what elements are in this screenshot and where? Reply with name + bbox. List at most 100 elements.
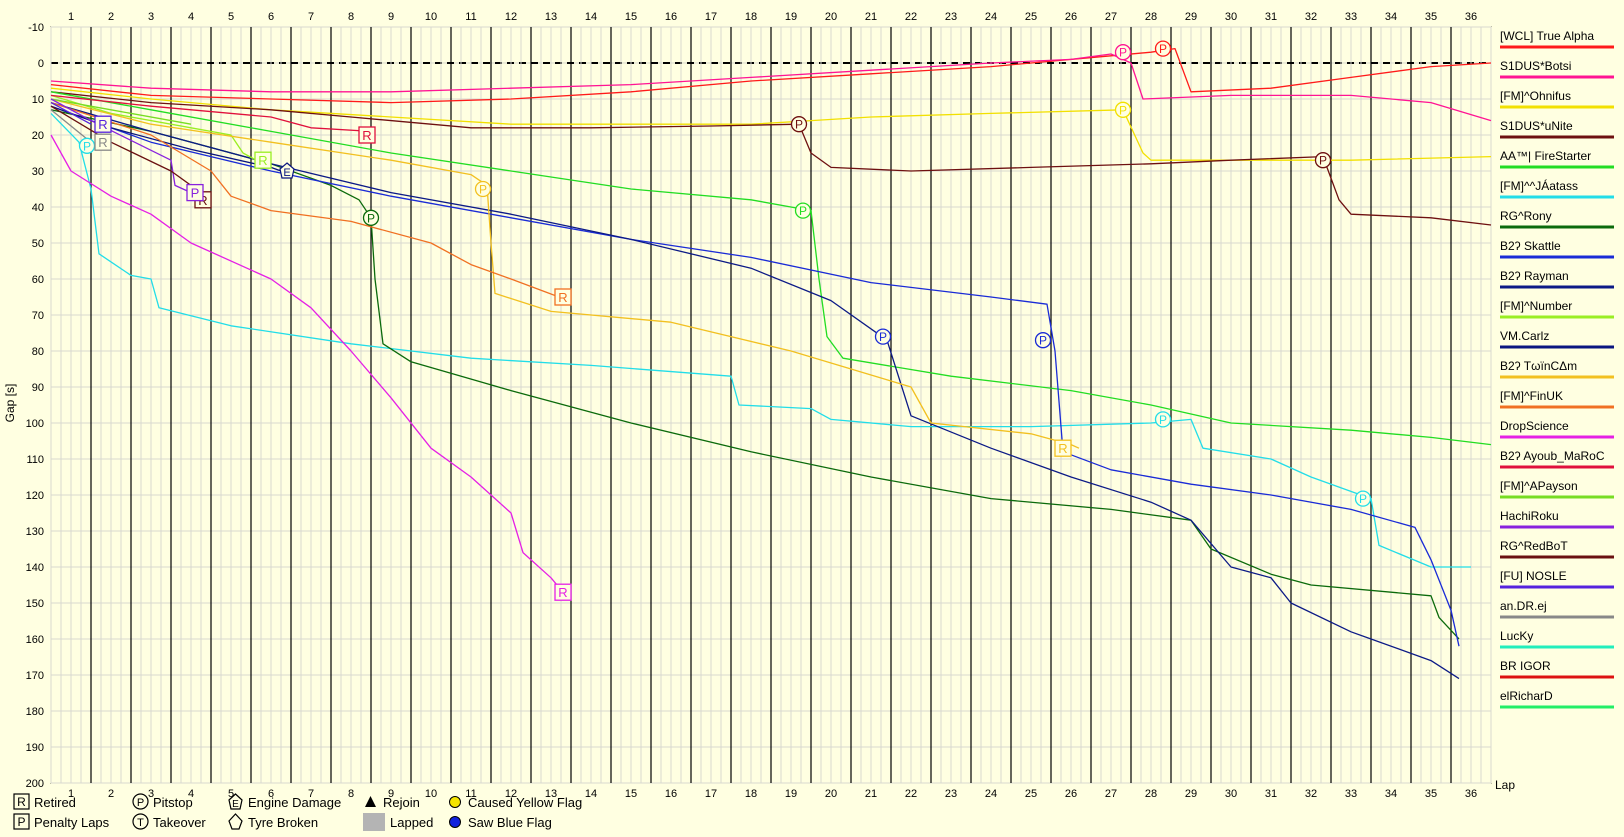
key-symbol: E [232, 799, 239, 810]
event-retired: R [358, 126, 376, 144]
y-tick-label: -10 [28, 22, 44, 34]
series-line-0 [50, 47, 1492, 104]
x-tick-label: 9 [388, 788, 394, 800]
x-tick-label-top: 3 [148, 11, 154, 23]
legend-entry-label: [FM]^Number [1500, 299, 1572, 313]
x-tick-label: 12 [505, 788, 517, 800]
legend-entry-label: [FM]^Ohnifus [1500, 89, 1571, 103]
event-markers: PPPPPPPPPPPPPRRRRRRRRPE [78, 40, 1372, 601]
x-tick-label-top: 35 [1425, 11, 1437, 23]
legend-entry-label: RG^RedBoT [1500, 539, 1568, 553]
key-item: Tyre Broken [228, 813, 318, 830]
x-tick-label: 14 [585, 788, 597, 800]
x-tick-label-top: 23 [945, 11, 957, 23]
x-tick-label-top: 15 [625, 11, 637, 23]
key-label: Pitstop [153, 795, 193, 810]
pitstop-marker [1034, 332, 1052, 349]
legend-entry-label: AA™| FireStarter [1500, 149, 1591, 163]
chart-axes: Gap [s] Lap [3, 384, 1515, 792]
x-tick-label-top: 29 [1185, 11, 1197, 23]
event-key: R Retired P Penalty Laps P Pitstop T Takeover E E… [13, 793, 582, 831]
y-tick-label: 20 [32, 130, 44, 142]
x-tick-label-top: 9 [388, 11, 394, 23]
event-pitstop: P [78, 137, 96, 154]
x-tick-label: 7 [308, 788, 314, 800]
key-label: Saw Blue Flag [468, 815, 552, 830]
pitstop-glyph: P [83, 139, 91, 153]
engine-damage-icon [228, 793, 243, 810]
pitstop-marker [790, 116, 808, 133]
retired-marker [186, 183, 204, 202]
key-symbol: T [137, 817, 144, 829]
series-line-6 [50, 109, 1460, 640]
x-tick-label: 6 [268, 788, 274, 800]
pitstop-glyph: P [1319, 154, 1327, 168]
tyre-broken-icon [228, 813, 243, 830]
x-tick-label-top: 5 [228, 11, 234, 23]
x-tick-label-top: 26 [1065, 11, 1077, 23]
series-line-4 [50, 91, 1492, 446]
x-tick-label: 4 [188, 788, 194, 800]
legend-entry-label: elRicharD [1500, 689, 1553, 703]
x-tick-label: 3 [148, 788, 154, 800]
event-retired: R [254, 151, 272, 169]
y-tick-label: 100 [26, 418, 44, 430]
legend-entry-label: HachiRoku [1500, 509, 1559, 523]
event-pitstop: P [1034, 332, 1052, 349]
x-tick-label: 1 [68, 788, 74, 800]
legend-entry-label: an.DR.ej [1500, 599, 1547, 613]
x-tick-label: 35 [1425, 788, 1437, 800]
key-item: P Penalty Laps [13, 813, 110, 830]
lapped-icon [363, 813, 385, 831]
pitstop-glyph: P [367, 211, 375, 225]
x-tick-label-top: 2 [108, 11, 114, 23]
key-label: Rejoin [383, 795, 420, 810]
x-tick-label: 27 [1105, 788, 1117, 800]
x-tick-label-top: 14 [585, 11, 597, 23]
x-tick-label-top: 11 [465, 11, 476, 23]
chart-grid: -100102030405060708090100110120130140150… [26, 11, 1492, 800]
pitstop-glyph: P [1039, 334, 1047, 348]
pitstop-glyph: P [479, 183, 487, 197]
x-tick-label-top: 16 [665, 11, 677, 23]
x-tick-label: 18 [745, 788, 757, 800]
x-tick-label: 29 [1185, 788, 1197, 800]
y-tick-label: 0 [38, 58, 44, 70]
x-tick-label-top: 10 [425, 11, 437, 23]
key-item: Rejoin [365, 795, 420, 810]
x-tick-label: 28 [1145, 788, 1157, 800]
retired-marker [94, 133, 112, 151]
pitstop-marker [874, 328, 892, 345]
x-tick-label: 31 [1265, 788, 1277, 800]
pitstop-glyph: P [1159, 42, 1167, 56]
event-retired: R [554, 583, 572, 601]
y-tick-label: 60 [32, 274, 44, 286]
key-label: Penalty Laps [34, 815, 110, 830]
series-legend: [WCL] True Alpha S1DUS*Botsi [FM]^Ohnifus S… [1500, 29, 1614, 709]
x-tick-label-top: 7 [308, 11, 314, 23]
event-pitstop: P [874, 328, 892, 345]
y-tick-label: 90 [32, 382, 44, 394]
y-tick-label: 200 [26, 778, 44, 790]
key-label: Takeover [153, 815, 206, 830]
x-tick-label-top: 18 [745, 11, 757, 23]
x-tick-label: 19 [785, 788, 797, 800]
series-line-16 [50, 98, 192, 194]
x-tick-label-top: 31 [1265, 11, 1277, 23]
pitstop-marker [1114, 44, 1132, 61]
pitstop-glyph: P [1119, 103, 1127, 117]
event-retired: R [94, 133, 112, 151]
x-tick-label-top: 4 [188, 11, 194, 23]
key-symbol: P [137, 797, 144, 809]
event-pitstop: P [1354, 490, 1372, 507]
pitstop-marker [794, 202, 812, 219]
event-pitstop: P [1314, 152, 1332, 169]
y-tick-label: 180 [26, 706, 44, 718]
retired-glyph: P [191, 186, 200, 201]
series-line-11 [50, 98, 1080, 449]
retired-marker [94, 115, 112, 133]
key-item: Lapped [363, 813, 433, 831]
x-tick-label: 17 [705, 788, 717, 800]
series-line-5 [50, 112, 1471, 568]
x-tick-label-top: 1 [68, 11, 74, 23]
